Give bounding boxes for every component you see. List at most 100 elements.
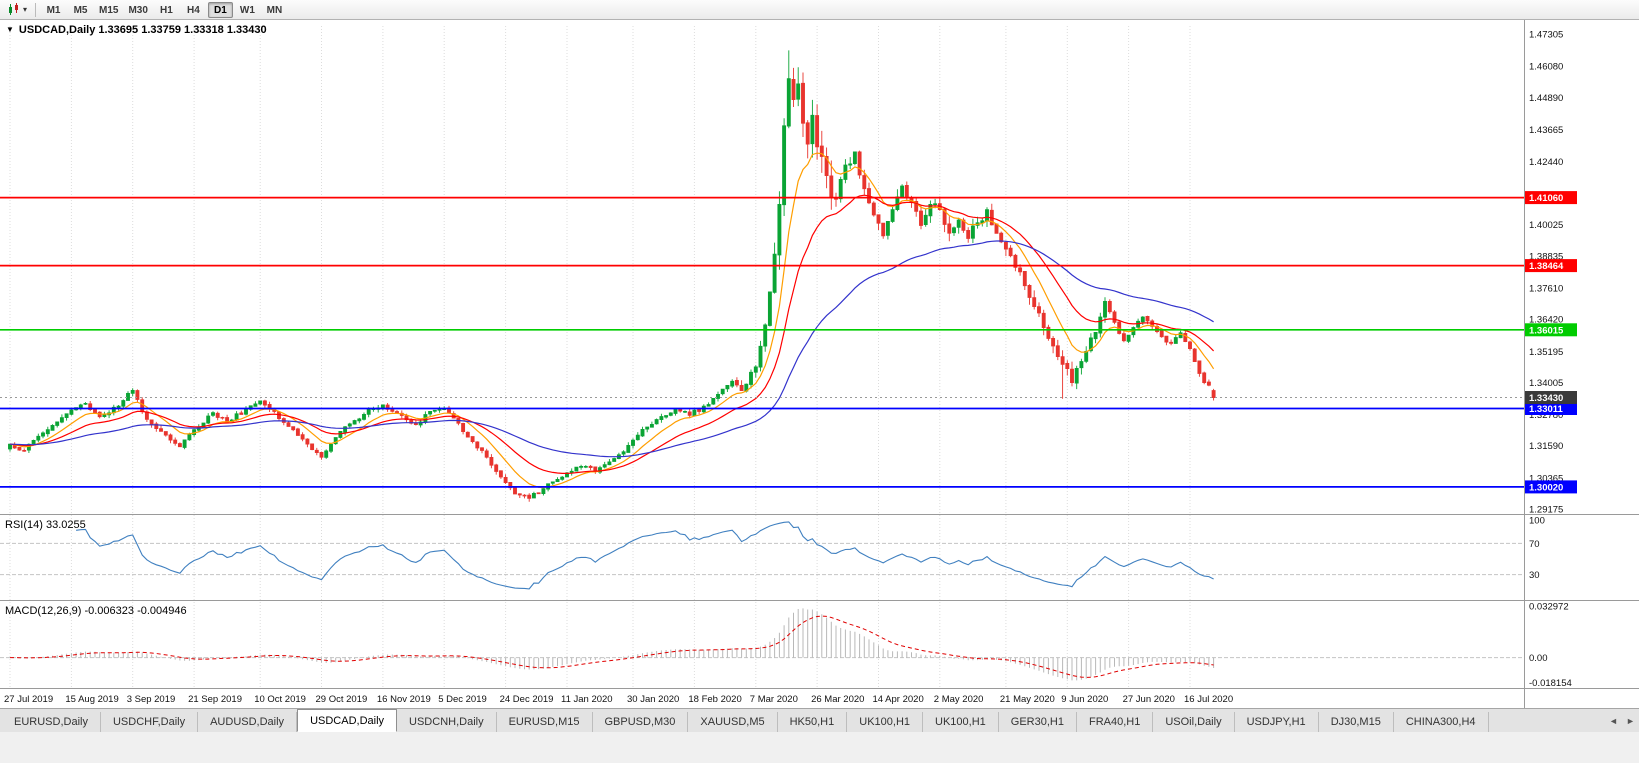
chart-tab[interactable]: EURUSD,M15: [497, 712, 593, 732]
price-axis-label: 1.36420: [1529, 315, 1563, 326]
price-axis-label: 1.42440: [1529, 157, 1563, 168]
rsi-axis-label: 70: [1529, 539, 1540, 550]
timeframe-buttons: M1 M5 M15 M30 H1 H4 D1 W1 MN: [41, 1, 287, 18]
date-axis-label: 14 Apr 2020: [873, 694, 924, 705]
date-axis-label: 24 Dec 2019: [500, 694, 554, 705]
chart-tab[interactable]: CHINA300,H4: [1394, 712, 1489, 732]
bottom-tab-bar: EURUSD,Daily USDCHF,Daily AUDUSD,Daily USDC…: [0, 708, 1639, 732]
date-axis-label: 27 Jun 2020: [1123, 694, 1175, 705]
timeframe-button-h4[interactable]: H4: [187, 4, 200, 16]
chart-tab-active[interactable]: USDCAD,Daily: [297, 709, 398, 732]
chart-window[interactable]: 1.47305 1.46080 1.44890 1.43665 1.42440 1.400…: [0, 20, 1639, 708]
chart-tab[interactable]: UK100,H1: [847, 712, 924, 732]
candlestick-chart-icon: [9, 3, 18, 15]
chart-tab[interactable]: XAUUSD,M5: [688, 712, 778, 732]
date-axis-label: 2 May 2020: [934, 694, 984, 705]
timeframe-button-d1[interactable]: D1: [207, 1, 233, 18]
chart-tab[interactable]: UK100,H1: [923, 712, 999, 732]
macd-histogram: [14, 608, 1215, 681]
price-tag: 1.38464: [1525, 259, 1577, 273]
collapse-arrow-icon[interactable]: ▼: [6, 25, 14, 34]
timeframe-button-w1[interactable]: W1: [239, 4, 255, 16]
timeframe-button-m30[interactable]: M30: [128, 4, 148, 16]
date-axis-label: 26 Mar 2020: [811, 694, 864, 705]
down-candles: [12, 67, 1216, 502]
timeframe-button-m5[interactable]: M5: [73, 4, 88, 16]
chart-type-button[interactable]: ▾: [4, 2, 30, 18]
date-axis-label: 10 Oct 2019: [254, 694, 306, 705]
tab-scroll-right-button[interactable]: ►: [1626, 716, 1635, 726]
status-bar: [0, 732, 1639, 763]
chart-tab[interactable]: USDJPY,H1: [1235, 712, 1319, 732]
date-axis-label: 18 Feb 2020: [688, 694, 741, 705]
rsi-line: [76, 521, 1214, 590]
chart-tab[interactable]: FRA40,H1: [1077, 712, 1154, 732]
date-axis-label: 16 Jul 2020: [1184, 694, 1233, 705]
price-tag: 1.30020: [1525, 480, 1577, 494]
timeframe-button-h1[interactable]: H1: [160, 4, 173, 16]
price-tag-bg: [1525, 259, 1577, 273]
price-tag-bg: [1525, 480, 1577, 494]
price-axis-label: 1.44890: [1529, 93, 1563, 104]
bottom-tab-bar-tabs: EURUSD,Daily USDCHF,Daily AUDUSD,Daily USDC…: [0, 709, 1489, 732]
price-axis-label: 1.40025: [1529, 220, 1563, 231]
price-tag-label: 1.33011: [1529, 404, 1564, 415]
price-tag-label: 1.33430: [1529, 393, 1563, 404]
timeframe-button-mn[interactable]: MN: [266, 4, 283, 16]
rsi-indicator-label: RSI(14) 33.0255: [5, 519, 86, 531]
top-toolbar: ▾ M1 M5 M15 M30 H1 H4 D1 W1 MN: [0, 0, 1639, 20]
dropdown-caret-icon: ▾: [23, 4, 28, 14]
price-tag-label: 1.38464: [1529, 261, 1564, 272]
chart-canvas[interactable]: 1.47305 1.46080 1.44890 1.43665 1.42440 1.400…: [0, 20, 1639, 708]
ma-line-21: [9, 194, 1215, 474]
date-axis-label: 11 Jan 2020: [561, 694, 613, 705]
price-tag-bg: [1525, 323, 1577, 337]
price-axis-label: 1.43665: [1529, 125, 1563, 136]
macd-axis-label: 0.032972: [1529, 602, 1569, 613]
chart-tab[interactable]: USOil,Daily: [1153, 712, 1235, 732]
rsi-axis-label: 100: [1529, 516, 1545, 527]
macd-axis-label: -0.018154: [1529, 678, 1572, 689]
price-axis-label: 1.46080: [1529, 62, 1563, 73]
price-axis-label: 1.34005: [1529, 378, 1563, 389]
date-axis: 27 Jul 2019 15 Aug 2019 3 Sep 2019 21 Sep 2…: [4, 694, 1233, 705]
chart-tab[interactable]: GBPUSD,M30: [593, 712, 689, 732]
date-axis-label: 3 Sep 2019: [127, 694, 176, 705]
price-tag-bg: [1525, 402, 1577, 415]
date-axis-label: 15 Aug 2019: [65, 694, 118, 705]
macd-signal-line: [10, 615, 1214, 678]
chart-tab[interactable]: HK50,H1: [778, 712, 848, 732]
timeframe-button-m1[interactable]: M1: [46, 4, 61, 16]
tab-scroll-arrows: ◄ ►: [1607, 714, 1637, 729]
price-tag-label: 1.41060: [1529, 193, 1563, 204]
chart-tab[interactable]: GER30,H1: [999, 712, 1077, 732]
rsi-axis: 100 70 30: [1529, 516, 1545, 582]
macd-indicator-label: MACD(12,26,9) -0.006323 -0.004946: [5, 605, 187, 617]
toolbar-separator: [35, 2, 37, 17]
chart-tab[interactable]: DJ30,M15: [1319, 712, 1394, 732]
price-axis-label: 1.30365: [1529, 473, 1563, 484]
date-axis-label: 30 Jan 2020: [627, 694, 679, 705]
chart-tab[interactable]: EURUSD,Daily: [2, 712, 101, 732]
symbol-ohlc-label: USDCAD,Daily 1.33695 1.33759 1.33318 1.3…: [18, 24, 267, 36]
price-tag-label: 1.30020: [1529, 482, 1563, 493]
date-axis-label: 16 Nov 2019: [377, 694, 431, 705]
tab-scroll-left-button[interactable]: ◄: [1609, 716, 1618, 726]
chart-tab[interactable]: AUDUSD,Daily: [198, 712, 298, 732]
price-axis-label: 1.47305: [1529, 30, 1563, 41]
timeframe-button-m15[interactable]: M15: [99, 4, 119, 16]
macd-axis-label: 0.00: [1529, 653, 1548, 664]
date-axis-label: 29 Oct 2019: [316, 694, 368, 705]
price-axis: 1.47305 1.46080 1.44890 1.43665 1.42440 1.400…: [1529, 30, 1563, 516]
date-axis-label: 21 Sep 2019: [188, 694, 242, 705]
chart-tab[interactable]: USDCNH,Daily: [397, 712, 497, 732]
price-tag-bg: [1525, 191, 1577, 205]
macd-axis: 0.032972 0.00 -0.018154: [1529, 602, 1572, 690]
chart-tab[interactable]: USDCHF,Daily: [101, 712, 199, 732]
rsi-axis-label: 30: [1529, 570, 1540, 581]
price-tag: 1.33011: [1525, 402, 1577, 415]
price-axis-label: 1.29175: [1529, 505, 1563, 516]
price-axis-label: 1.37610: [1529, 284, 1563, 295]
date-axis-label: 7 Mar 2020: [750, 694, 798, 705]
price-tag: 1.33430: [1525, 391, 1577, 404]
